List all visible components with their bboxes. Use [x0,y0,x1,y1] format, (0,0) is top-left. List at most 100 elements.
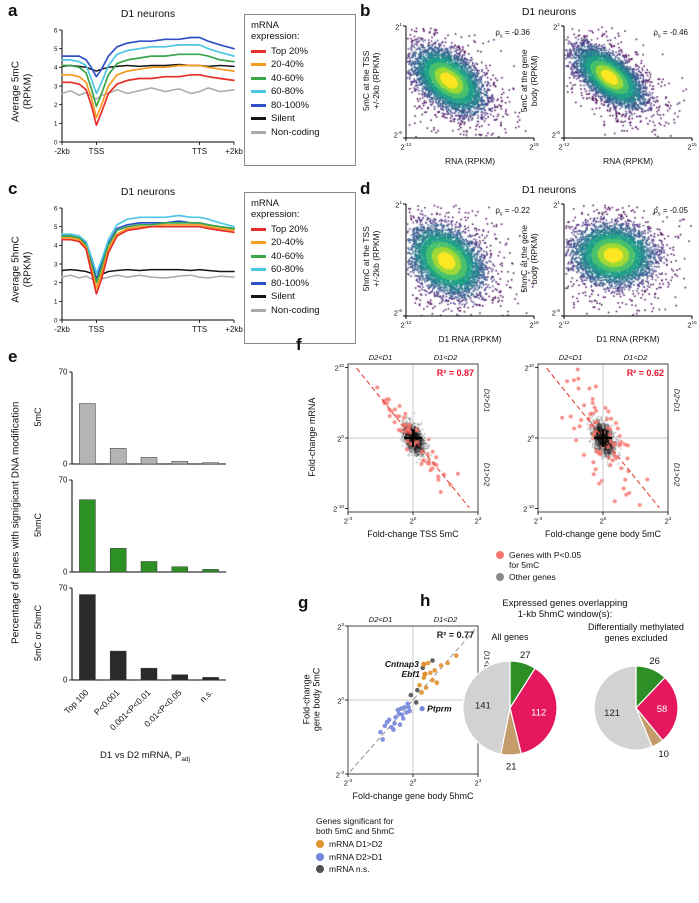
pie-value-label: 141 [475,700,491,711]
legend-swatch [251,130,266,134]
y-tick: 2-3 [335,769,344,780]
panel-c-ylabel-line1: Average 5hmC [10,236,22,303]
panel-a-y-axis-label: Average 5mC (RPKM) [11,24,34,160]
x-axis-label: D1 RNA (RPKM) [596,334,660,344]
chart-f2-svg [535,363,669,515]
legend-item-60-80%: 60-80% [251,86,349,97]
pie-slice-58 [635,676,679,742]
legend-text: mRNA D2>D1 [329,851,383,862]
pie-value-label: 27 [520,650,531,661]
bar-0.01<P<0.05 [171,674,189,681]
y-tick: 210 [524,363,534,373]
gene-label-Ptprm: Ptprm [427,704,452,714]
x-axis-label: RNA (RPKM) [602,156,654,166]
legend-label: 20-40% [271,59,304,71]
series-40-60% [61,53,235,108]
x-tick-left: 2-12 [558,320,570,330]
chart-b2-points [564,26,692,138]
quadrant-top-left-label: D2<D1 [368,615,393,624]
panel-b-density-scatter-tss: 21 2-6 2-12 215 ρs = -0.36 RNA (RPKM) 5mC at t… [360,18,540,168]
point-mRNA-ns [413,700,419,705]
legend-dot [496,573,504,582]
spearman-rho-label: ρs = -0.36 [495,28,530,40]
pie-value-label: 10 [658,749,669,760]
legend-item-20-40%: 20-40% [251,237,349,248]
legend-swatch [251,281,266,285]
gene-label-Cntnap3: Cntnap3 [385,659,419,669]
y-tick: 20 [337,695,344,706]
legend-text: mRNA D1>D2 [329,839,383,850]
point-mRNA-D2-gt-D1 [386,717,392,723]
legend-dot [316,864,324,873]
chart-f1-svg [345,363,479,515]
y-tick: 6 [54,205,58,212]
x-tick: 23 [664,516,672,526]
x-axis-label: D1 RNA (RPKM) [438,334,502,344]
bar-0.01<P<0.05 [171,566,189,573]
bar-n.s. [202,569,219,573]
y-tick: 20 [527,433,534,444]
chart-c-svg: 0 1 2 3 4 5 6 -2kb TSS TTS +2kb [54,205,243,334]
panel-c-ylabel-line2: (RPKM) [22,251,33,288]
legend-label: 40-60% [271,250,304,262]
point-mRNA-D2-gt-D1 [397,722,403,727]
panel-h-pie-all-genes: 27 112 21 141 [444,642,576,774]
x-tick: +2kb [225,147,243,156]
legend-text: Genes with P<0.05 for 5mC [509,550,582,571]
legend-swatch [251,241,266,245]
row-label-5mC: 5mC [33,407,43,427]
panel-h-pie2-title: Differentially methylated genes excluded [568,622,699,644]
legend-label: Top 20% [271,223,308,235]
x-tick: 23 [474,778,482,788]
panel-label-g: g [298,593,309,612]
y-tick: 70 [59,476,68,485]
pie-slice-112 [509,667,558,755]
legend-item-40-60%: 40-60% [251,251,349,262]
y-tick: 5 [54,46,58,53]
point-mRNA-D2-gt-D1 [382,723,388,729]
panel-f-legend: Genes with P<0.05 for 5mC Other genes [496,548,686,585]
quadrant-top-right-label: D1<D2 [433,353,458,362]
y-tick: 2-10 [333,503,344,514]
y-tick: 1 [54,299,58,306]
panel-h-title: Expressed genes overlapping 1-kb 5hmC win… [440,598,690,621]
panel-g-legend: Genes significant for both 5mC and 5hmC mR… [316,816,488,876]
f-legend-item-0: Genes with P<0.05 for 5mC [496,550,686,570]
legend-title: mRNA expression: [251,198,300,221]
gene-label-Ebf1: Ebf1 [401,669,420,679]
series-Top 20% [61,225,235,295]
g-legend-item-2: mRNA n.s. [316,864,488,874]
legend-swatch [251,268,266,272]
panel-c-expression-legend: mRNA expression: Top 20% 20-40% 40-60% 60-80%… [244,192,356,344]
quadrant-right-upper-label: D2>D1 [672,388,682,413]
y-tick: 1 [54,121,58,128]
y-tick: 3 [54,261,58,268]
y-axis-label: 5hmC at the TSS +/-2kb (RPKM) [361,226,381,292]
bar-P<0.001 [109,548,127,573]
legend-item-20-40%: 20-40% [251,59,349,70]
panel-a-title: D1 neurons [120,8,176,20]
pie-slice-121 [593,665,653,751]
chart-d2-axes [561,203,693,319]
legend-item-Silent: Silent [251,291,349,302]
panel-d-density-scatter-genebody: 21 2-6 2-12 215 ρs = -0.05 D1 RNA (RPKM) 5hmC … [518,196,698,346]
legend-swatch [251,295,266,299]
y-tick: 20 [337,433,344,444]
x-tick-right: 215 [687,142,697,152]
quadrant-top-left-label: D2<D1 [368,353,393,362]
y-tick: 3 [54,83,58,90]
series-20-40% [61,223,235,290]
series-Non-coding [61,87,235,100]
quadrant-top-right-label: D1<D2 [433,615,458,624]
panel-e-bar-chart-5mC: 0 70 5mC [33,366,230,469]
legend-swatch [251,90,266,94]
panel-d-density-scatter-tss: 21 2-6 2-12 215 ρs = -0.22 D1 RNA (RPKM) 5hmC … [360,196,540,346]
chart-e3-svg: 0 70 [59,584,226,685]
g-legend-item-1: mRNA D2>D1 [316,852,488,862]
legend-label: 60-80% [271,264,304,276]
y-tick-top: 21 [553,22,560,32]
bar-Top 100 [79,499,96,573]
bar-Top 100 [79,594,96,681]
legend-text: mRNA n.s. [329,863,370,874]
panel-label-e: e [8,347,18,366]
